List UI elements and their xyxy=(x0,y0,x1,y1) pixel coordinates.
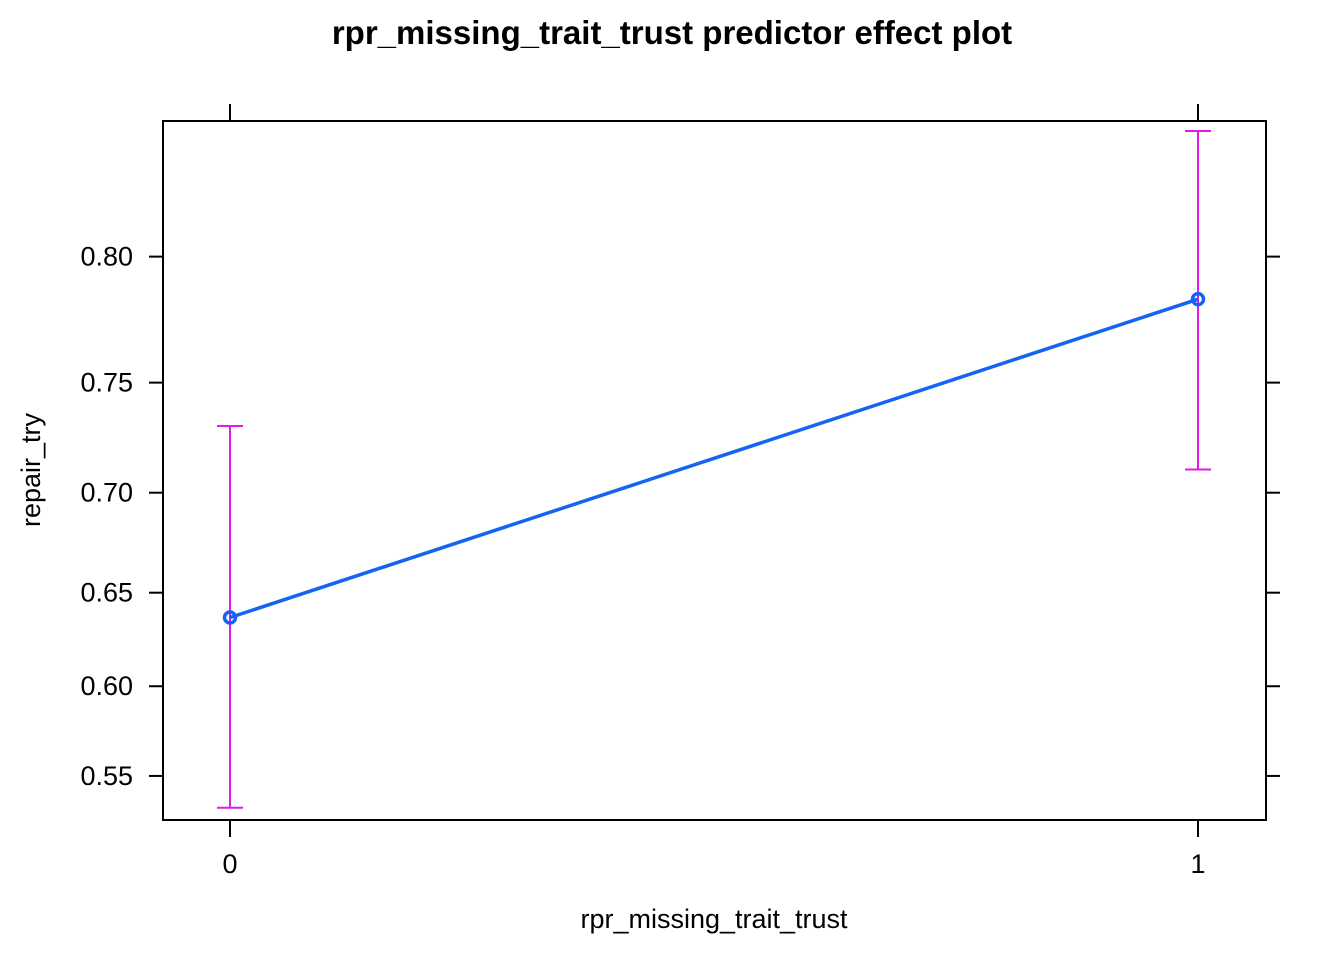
y-tick-label: 0.75 xyxy=(80,368,133,398)
y-tick-label: 0.60 xyxy=(80,671,133,701)
fit-point xyxy=(222,610,238,625)
y-tick-label: 0.80 xyxy=(80,242,133,272)
fit-line xyxy=(229,297,1199,620)
chart-title: rpr_missing_trait_trust predictor effect… xyxy=(332,14,1012,51)
y-axis: 0.55 0.60 0.65 0.70 0.75 0.80 xyxy=(80,242,1280,791)
y-tick-label: 0.65 xyxy=(80,578,133,608)
y-tick-label: 0.55 xyxy=(80,761,133,791)
confidence-intervals xyxy=(217,129,1211,809)
y-axis-label: repair_try xyxy=(16,412,46,527)
plot-frame xyxy=(162,120,1267,821)
x-axis-label: rpr_missing_trait_trust xyxy=(580,904,848,934)
effect-series xyxy=(222,291,1206,625)
fit-point xyxy=(1190,291,1206,307)
x-tick-label: 1 xyxy=(1190,849,1205,879)
x-tick-label: 0 xyxy=(222,849,237,879)
y-tick-label: 0.70 xyxy=(80,478,133,508)
